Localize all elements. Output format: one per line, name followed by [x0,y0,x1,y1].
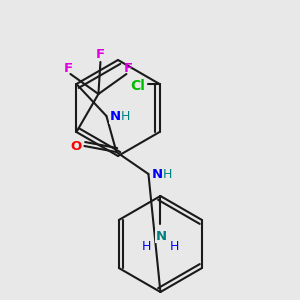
Text: F: F [124,61,133,74]
Text: Cl: Cl [131,79,146,93]
Text: N: N [152,169,163,182]
Text: H: H [162,169,172,182]
Text: N: N [110,110,121,124]
Text: H: H [170,239,179,253]
Text: N: N [156,230,167,242]
Text: F: F [96,47,105,61]
Text: O: O [71,140,82,154]
Text: F: F [64,61,73,74]
Text: H: H [142,239,151,253]
Text: H: H [120,110,130,124]
